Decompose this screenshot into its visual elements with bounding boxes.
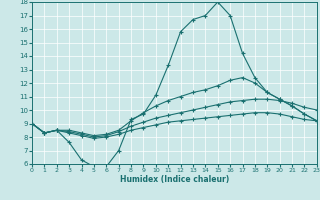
X-axis label: Humidex (Indice chaleur): Humidex (Indice chaleur) — [120, 175, 229, 184]
